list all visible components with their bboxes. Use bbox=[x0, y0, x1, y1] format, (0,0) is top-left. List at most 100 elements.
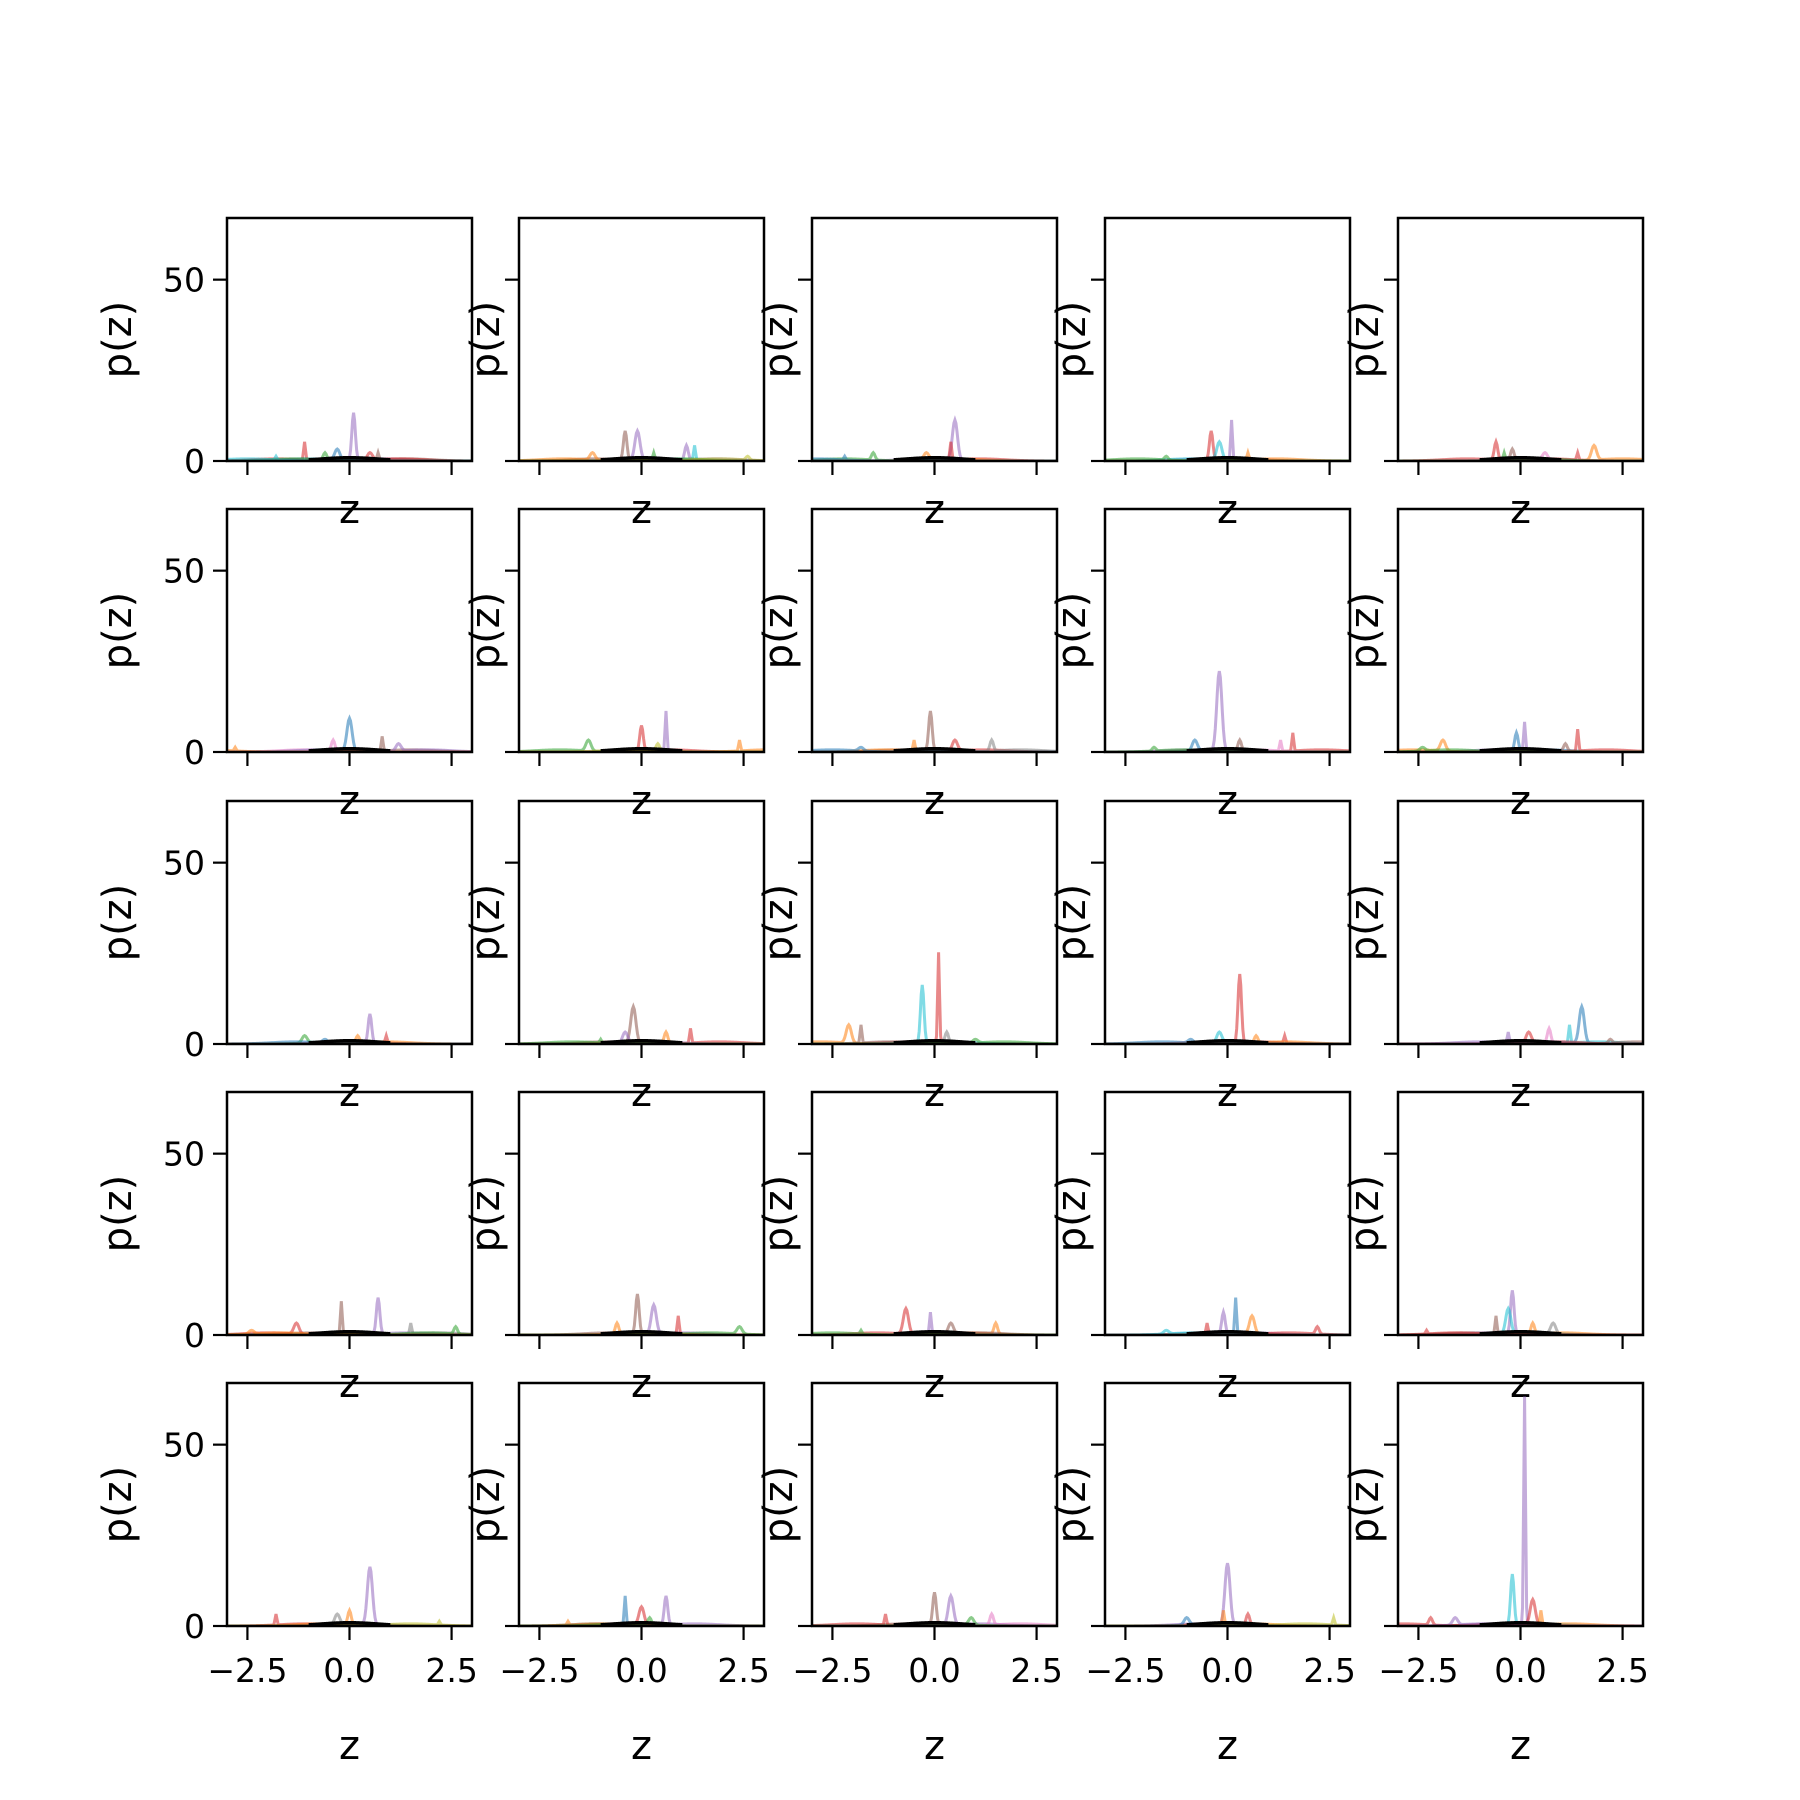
y-axis-label: p(z) bbox=[1049, 1175, 1095, 1253]
plot-area bbox=[519, 1595, 764, 1626]
x-tick-label: −2.5 bbox=[1378, 1651, 1458, 1690]
y-tick-label: 0 bbox=[184, 1607, 205, 1646]
y-axis-label: p(z) bbox=[1049, 1466, 1095, 1544]
subplot-2-2: zp(z) bbox=[463, 507, 766, 824]
axes-frame bbox=[517, 216, 766, 463]
axes-frame bbox=[1103, 1381, 1352, 1628]
y-tick-label: 0 bbox=[184, 733, 205, 772]
y-axis-label: p(z) bbox=[95, 884, 141, 962]
series-line bbox=[1398, 1290, 1643, 1335]
plot-area bbox=[227, 1013, 472, 1044]
series-line bbox=[227, 714, 472, 752]
subplot-3-2: zp(z) bbox=[463, 799, 766, 1116]
subplot-3-3: zp(z) bbox=[756, 799, 1059, 1116]
axes-frame bbox=[810, 1090, 1059, 1337]
y-axis-label: p(z) bbox=[463, 1175, 509, 1253]
y-axis-label: p(z) bbox=[1342, 884, 1388, 962]
x-tick-label: −2.5 bbox=[792, 1651, 872, 1690]
series-line bbox=[519, 1293, 764, 1335]
series-line bbox=[812, 415, 1057, 461]
plot-area bbox=[1105, 419, 1350, 461]
y-axis-label: p(z) bbox=[95, 1466, 141, 1544]
series-line bbox=[227, 412, 472, 461]
baseline-line bbox=[1479, 455, 1562, 461]
series-line bbox=[812, 952, 1057, 1044]
x-axis-label: z bbox=[1217, 1723, 1238, 1769]
baseline-line bbox=[600, 1038, 683, 1044]
y-axis-label: p(z) bbox=[1342, 1466, 1388, 1544]
subplot-3-5: zp(z) bbox=[1342, 799, 1645, 1116]
subplot-2-4: zp(z) bbox=[1049, 507, 1352, 824]
axes-frame bbox=[517, 1090, 766, 1337]
axes-frame bbox=[225, 1090, 474, 1337]
subplot-4-5: zp(z) bbox=[1342, 1090, 1645, 1407]
y-tick-label: 50 bbox=[163, 1426, 205, 1465]
subplot-5-5: −2.5 0.0 2.5 z p(z) bbox=[1342, 1381, 1649, 1769]
plot-area bbox=[1105, 973, 1350, 1044]
series-line bbox=[227, 1301, 472, 1335]
baseline-line bbox=[1186, 1620, 1269, 1626]
series-line bbox=[227, 453, 472, 461]
x-axis-label: z bbox=[1510, 1723, 1531, 1769]
baseline-line bbox=[1186, 746, 1269, 752]
y-axis-label: p(z) bbox=[95, 1175, 141, 1253]
axes-frame bbox=[1396, 507, 1645, 754]
y-tick-label: 50 bbox=[163, 1135, 205, 1174]
y-axis-label: p(z) bbox=[1049, 301, 1095, 379]
x-tick-label: 0.0 bbox=[615, 1651, 667, 1690]
baseline-line bbox=[308, 1329, 391, 1335]
y-tick-label: 0 bbox=[184, 1316, 205, 1355]
x-tick-label: 0.0 bbox=[323, 1651, 375, 1690]
x-tick-label: −2.5 bbox=[1085, 1651, 1165, 1690]
y-axis-label: p(z) bbox=[756, 592, 802, 670]
axes-frame bbox=[1396, 1090, 1645, 1337]
x-tick-label: 2.5 bbox=[425, 1651, 477, 1690]
baseline-line bbox=[600, 1620, 683, 1626]
plot-area bbox=[812, 415, 1057, 461]
baseline-line bbox=[893, 455, 976, 461]
x-tick-label: −2.5 bbox=[207, 1651, 287, 1690]
subplot-4-3: zp(z) bbox=[756, 1090, 1059, 1407]
x-tick-label: 0.0 bbox=[1494, 1651, 1546, 1690]
series-line bbox=[227, 1297, 472, 1335]
plot-area bbox=[1398, 1396, 1643, 1626]
subplot-5-1: 0 50 −2.5 0.0 2.5 z p(z) bbox=[95, 1381, 478, 1769]
subplot-2-3: zp(z) bbox=[756, 507, 1059, 824]
baseline-line bbox=[893, 1329, 976, 1335]
series-line bbox=[812, 1022, 1057, 1044]
y-tick-label: 50 bbox=[163, 552, 205, 591]
axes-frame bbox=[517, 1381, 766, 1628]
baseline-line bbox=[1479, 746, 1562, 752]
x-tick-label: 0.0 bbox=[1201, 1651, 1253, 1690]
axes-frame bbox=[1103, 507, 1352, 754]
axes-frame bbox=[1396, 1381, 1645, 1628]
y-axis-label: p(z) bbox=[463, 301, 509, 379]
series-line bbox=[1105, 670, 1350, 752]
series-line bbox=[1105, 732, 1350, 752]
plot-area bbox=[227, 1566, 472, 1626]
plot-area bbox=[1398, 1290, 1643, 1335]
baseline-line bbox=[308, 455, 391, 461]
y-tick-label: 50 bbox=[163, 261, 205, 300]
axes-frame bbox=[1396, 799, 1645, 1046]
baseline-line bbox=[893, 1038, 976, 1044]
plot-area bbox=[1398, 721, 1643, 752]
plot-area bbox=[227, 714, 472, 752]
y-axis-label: p(z) bbox=[463, 592, 509, 670]
axes-frame bbox=[810, 1381, 1059, 1628]
x-axis-label: z bbox=[631, 1723, 652, 1769]
subplot-5-4: −2.5 0.0 2.5 z p(z) bbox=[1049, 1381, 1356, 1769]
subplot-1-4: zp(z) bbox=[1049, 216, 1352, 533]
subplot-4-2: zp(z) bbox=[463, 1090, 766, 1407]
plot-area bbox=[812, 1591, 1057, 1626]
plot-area bbox=[812, 952, 1057, 1044]
subplot-5-2: −2.5 0.0 2.5 z p(z) bbox=[463, 1381, 770, 1769]
axes-frame bbox=[1396, 216, 1645, 463]
y-axis-label: p(z) bbox=[756, 301, 802, 379]
baseline-line bbox=[1479, 1038, 1562, 1044]
subplot-4-4: zp(z) bbox=[1049, 1090, 1352, 1407]
plot-area bbox=[519, 710, 764, 752]
baseline-line bbox=[308, 746, 391, 752]
